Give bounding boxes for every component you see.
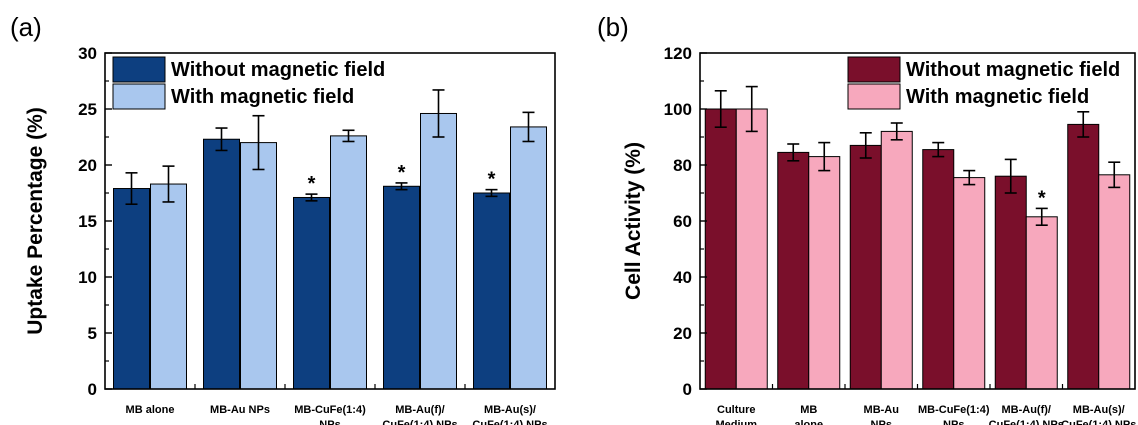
x-category-label: CuFe(1:4) NPs (989, 419, 1064, 425)
bar (203, 138, 240, 390)
y-tick-label: 30 (78, 44, 97, 63)
legend-label: Without magnetic field (171, 59, 385, 81)
y-tick-label: 15 (78, 212, 97, 231)
legend-swatch (112, 56, 166, 83)
bar (704, 108, 737, 390)
significance-marker: * (308, 173, 316, 195)
bar (922, 149, 955, 390)
x-category-label: MB (800, 404, 817, 416)
bar (777, 151, 810, 390)
y-axis-label: Cell Activity (%) (622, 142, 645, 300)
x-category-label: MB-CuFe(1:4) (294, 404, 366, 416)
bar (849, 144, 882, 390)
bar (150, 183, 187, 390)
legend-label: Without magnetic field (906, 59, 1120, 81)
chart-panel-a: (a) * * * 0 5 10 15 20 25 30 MB alone MB-Au NPs MB-Cu… (10, 12, 556, 425)
bar (293, 196, 330, 390)
y-tick-label: 0 (88, 380, 97, 399)
panel-label: (a) (10, 12, 42, 42)
legend-label: With magnetic field (171, 86, 354, 108)
bar (808, 156, 841, 390)
bar (1067, 123, 1100, 390)
x-category-label: Medium (715, 419, 757, 425)
x-category-label: CuFe(1:4) NPs (1061, 419, 1136, 425)
x-category-label: MB-Au(s)/ (484, 404, 536, 416)
x-category-label: MB-Au(f)/ (395, 404, 444, 416)
y-tick-label: 120 (664, 44, 692, 63)
panel-label: (b) (597, 12, 629, 42)
x-category-label: MB-Au NPs (210, 404, 270, 416)
y-tick-label: 10 (78, 268, 97, 287)
significance-marker: * (398, 162, 406, 184)
legend-swatch (847, 83, 901, 110)
x-category-label: MB alone (126, 404, 175, 416)
bar (880, 130, 913, 390)
bar (1025, 216, 1058, 390)
bar (994, 175, 1027, 390)
bar (240, 142, 277, 390)
bar (473, 192, 510, 390)
x-category-label: MB-Au(f)/ (1002, 404, 1051, 416)
y-tick-label: 20 (78, 156, 97, 175)
bar (510, 126, 547, 390)
x-category-label: NPs (871, 419, 892, 425)
y-axis-label: Uptake Percentage (%) (24, 107, 47, 335)
bar (113, 188, 150, 390)
significance-marker: * (488, 169, 496, 191)
chart-panel-b: (b) * 0 20 40 60 80 100 120 Culture Medium MB alone M… (597, 12, 1136, 425)
bar (1098, 174, 1131, 390)
x-category-label: CuFe(1:4) NPs (382, 419, 457, 425)
bar (735, 108, 768, 390)
x-category-label: Culture (717, 404, 756, 416)
bar (330, 135, 367, 390)
y-tick-label: 20 (673, 324, 692, 343)
y-tick-label: 80 (673, 156, 692, 175)
x-category-label: MB-Au(s)/ (1073, 404, 1125, 416)
x-category-label: NPs (943, 419, 964, 425)
bar (383, 185, 420, 390)
significance-marker: * (1038, 187, 1046, 209)
x-category-label: CuFe(1:4) NPs (472, 419, 547, 425)
x-category-label: MB-Au (864, 404, 899, 416)
y-tick-label: 60 (673, 212, 692, 231)
bar (953, 177, 986, 390)
x-category-label: NPs (319, 419, 340, 425)
x-category-label: alone (794, 419, 823, 425)
y-tick-label: 100 (664, 100, 692, 119)
y-tick-label: 5 (88, 324, 97, 343)
legend-swatch (847, 56, 901, 83)
y-tick-label: 0 (683, 380, 692, 399)
x-category-label: MB-CuFe(1:4) (918, 404, 990, 416)
bar (420, 112, 457, 390)
legend-swatch (112, 83, 166, 110)
legend-label: With magnetic field (906, 86, 1089, 108)
y-tick-label: 25 (78, 100, 97, 119)
y-tick-label: 40 (673, 268, 692, 287)
